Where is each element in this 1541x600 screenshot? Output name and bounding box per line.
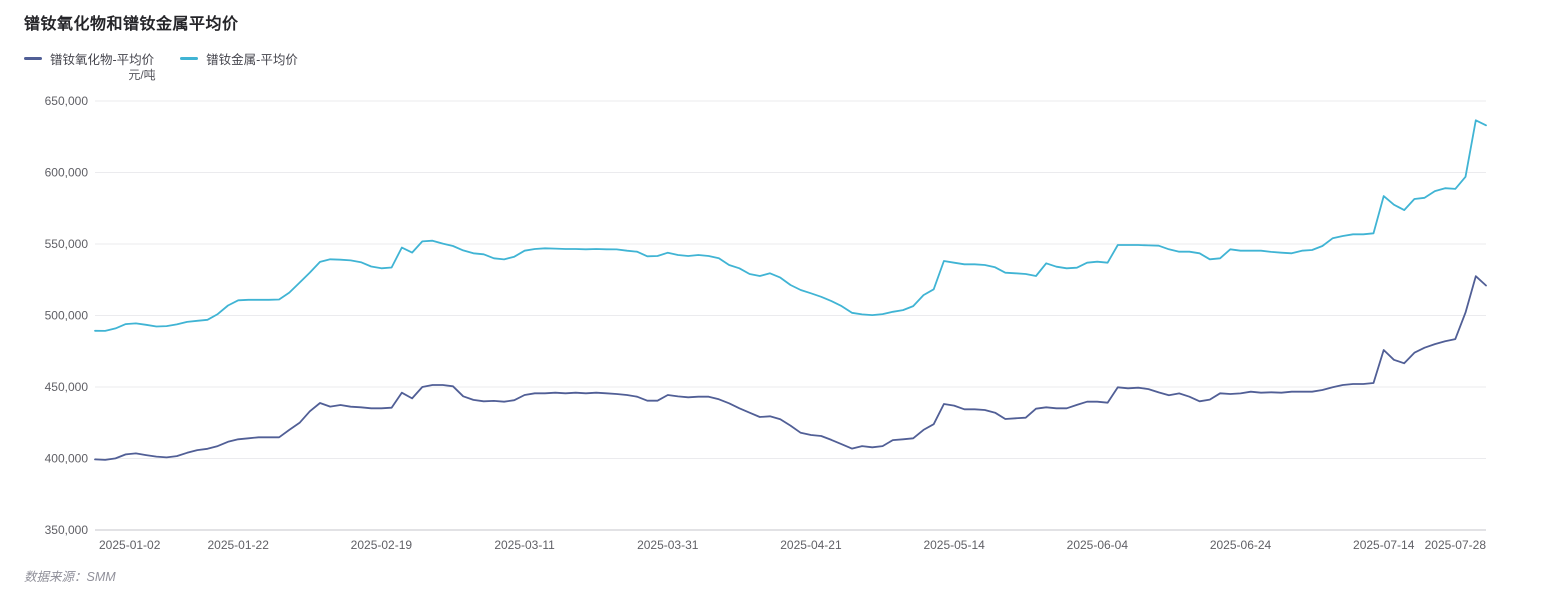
y-tick-label: 550,000 <box>45 237 89 251</box>
data-source-note: 数据来源：SMM <box>24 570 116 584</box>
x-tick-label: 2025-07-28 <box>1425 538 1487 552</box>
x-tick-label: 2025-01-02 <box>99 538 161 552</box>
metal-line-marker-icon <box>180 57 199 60</box>
x-tick-label: 2025-06-04 <box>1067 538 1129 552</box>
y-tick-label: 600,000 <box>45 166 89 180</box>
y-tick-label: 650,000 <box>45 94 89 108</box>
series-line-1 <box>94 119 1487 332</box>
x-tick-label: 2025-05-14 <box>923 538 985 552</box>
legend-item-metal[interactable]: 镨钕金属-平均价 <box>180 49 298 68</box>
legend: 镨钕氧化物-平均价 镨钕金属-平均价 <box>24 49 298 68</box>
oxide-line-marker-icon <box>24 57 42 60</box>
x-tick-label: 2025-03-11 <box>494 538 555 552</box>
chart-title: 镨钕氧化物和镨钕金属平均价 <box>24 16 239 33</box>
legend-item-oxide[interactable]: 镨钕氧化物-平均价 <box>24 49 154 68</box>
y-tick-label: 400,000 <box>45 452 89 466</box>
x-tick-label: 2025-06-24 <box>1210 538 1272 552</box>
y-tick-label: 450,000 <box>45 380 89 394</box>
x-tick-label: 2025-03-31 <box>637 538 699 552</box>
legend-label-oxide: 镨钕氧化物-平均价 <box>50 53 155 67</box>
x-tick-label: 2025-07-14 <box>1353 538 1415 552</box>
legend-label-metal: 镨钕金属-平均价 <box>206 53 298 67</box>
x-tick-label: 2025-04-21 <box>780 538 842 552</box>
y-axis-unit-label: 元/吨 <box>128 68 156 82</box>
x-tick-label: 2025-01-22 <box>207 538 269 552</box>
series-line-0 <box>94 275 1487 461</box>
x-tick-label: 2025-02-19 <box>351 538 413 552</box>
y-tick-label: 350,000 <box>45 523 89 537</box>
y-tick-label: 500,000 <box>45 309 89 323</box>
